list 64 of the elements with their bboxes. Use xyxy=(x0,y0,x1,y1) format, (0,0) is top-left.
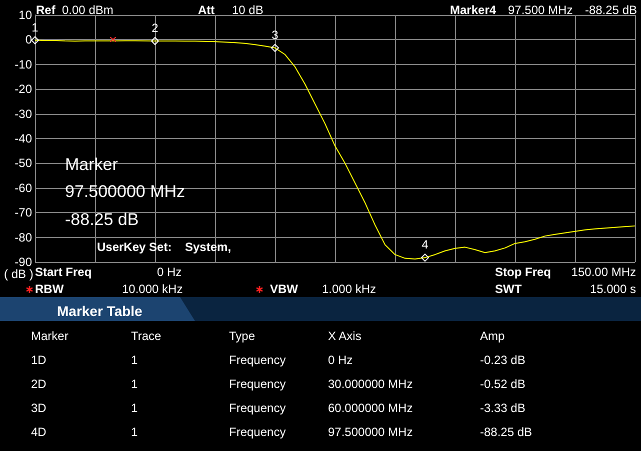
text: Amp xyxy=(480,329,505,343)
y-tick-label: -70 xyxy=(14,206,32,220)
text: -3.33 dB xyxy=(480,401,526,415)
annotation: 97.500000 MHz xyxy=(65,182,186,202)
text: -0.23 dB xyxy=(480,353,526,367)
annotation: 4 xyxy=(422,238,429,252)
text: 0 Hz xyxy=(328,353,353,367)
text: 1 xyxy=(131,377,138,391)
y-tick-label: -60 xyxy=(14,180,32,195)
annotation: Att xyxy=(198,3,215,17)
text: 10.000 kHz xyxy=(122,282,183,296)
annotation: Marker4 xyxy=(450,3,496,17)
text: 4D xyxy=(31,425,46,439)
annotation: 10 dB xyxy=(232,3,264,17)
y-tick-label: 10 xyxy=(18,8,32,22)
annotation: -88.25 dB xyxy=(65,210,139,230)
annotation: Ref xyxy=(36,3,56,17)
annotation: 97.500 MHz xyxy=(508,3,573,17)
text: Stop Freq xyxy=(495,265,551,279)
text: -0.52 dB xyxy=(480,377,526,391)
text: RBW xyxy=(35,282,64,296)
text: 150.00 MHz xyxy=(571,265,636,279)
text: Frequency xyxy=(229,401,286,415)
annotation: 0.00 dBm xyxy=(62,3,114,17)
annotation: UserKey Set: xyxy=(97,240,172,254)
text: 15.000 s xyxy=(590,282,636,296)
annotation: System, xyxy=(185,240,232,254)
text: 1 xyxy=(131,401,138,415)
y-tick-label: -20 xyxy=(14,82,32,96)
y-tick-label: -90 xyxy=(14,255,32,269)
y-tick-label: -10 xyxy=(14,57,32,72)
text: Trace xyxy=(131,329,162,343)
text: SWT xyxy=(495,282,522,296)
text: Frequency xyxy=(229,353,286,367)
text: VBW xyxy=(270,282,298,296)
text: 3D xyxy=(31,401,46,415)
annotation: 3 xyxy=(272,28,279,42)
text: 1D xyxy=(31,353,46,367)
y-tick-label: -50 xyxy=(14,156,32,170)
text: Marker xyxy=(31,329,68,343)
text: 1 xyxy=(131,425,138,439)
annotation: -88.25 dB xyxy=(584,3,637,17)
text: 2D xyxy=(31,377,46,391)
text: 1.000 kHz xyxy=(322,282,376,296)
annotation: 2 xyxy=(152,20,159,35)
text: Frequency xyxy=(229,425,286,439)
text: 1 xyxy=(131,353,138,367)
text: -88.25 dB xyxy=(480,425,532,439)
text: 97.500000 MHz xyxy=(328,425,413,439)
y-axis-title: ( dB ) xyxy=(4,267,34,281)
y-tick-label: -40 xyxy=(14,132,32,146)
text: Type xyxy=(229,329,256,343)
text: X Axis xyxy=(328,329,362,343)
annotation: 1 xyxy=(32,20,39,34)
text: 60.000000 MHz xyxy=(328,401,413,415)
text: Marker Table xyxy=(57,303,142,320)
annotation: Marker xyxy=(65,155,118,175)
y-tick-label: 0 xyxy=(25,32,32,47)
y-tick-label: -30 xyxy=(14,106,32,121)
text: 0 Hz xyxy=(157,265,182,279)
y-tick-label: -80 xyxy=(14,230,32,244)
text: 30.000000 MHz xyxy=(328,377,413,391)
text: Frequency xyxy=(229,377,286,391)
text: Start Freq xyxy=(35,265,92,279)
